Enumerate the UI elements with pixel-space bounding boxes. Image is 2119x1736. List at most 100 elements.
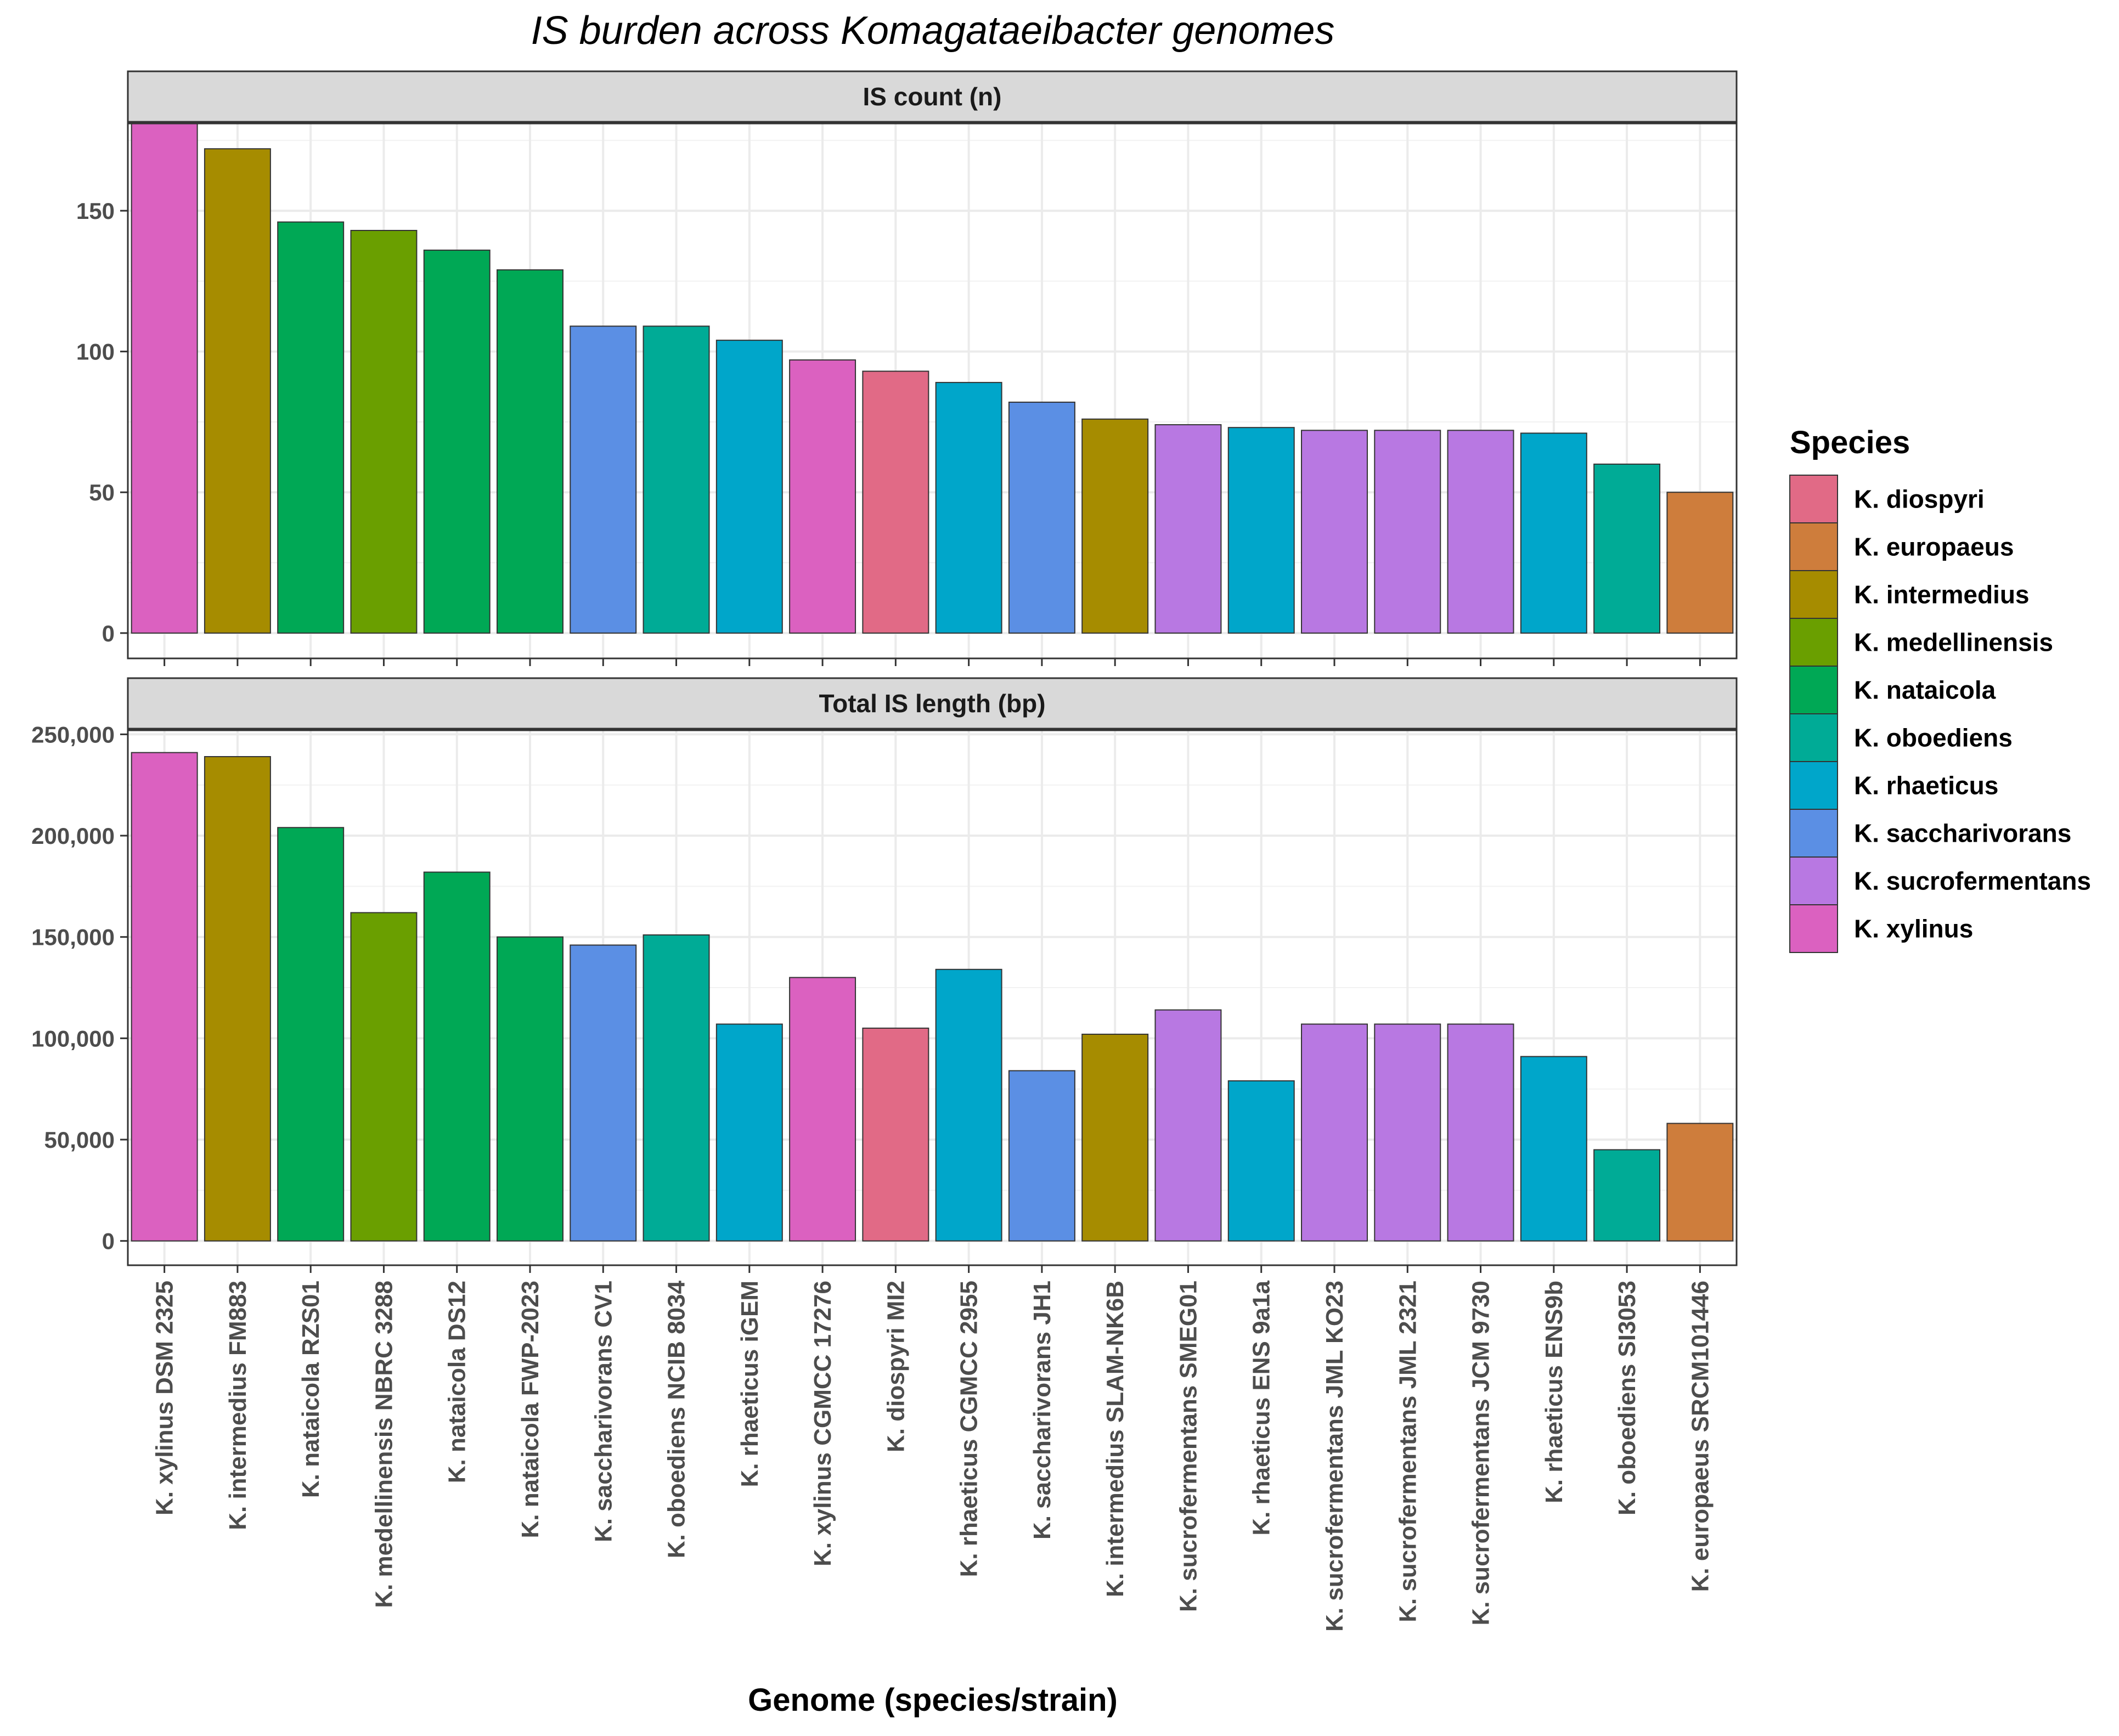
facet-strip	[127, 70, 1738, 123]
facet-strip-label: Total IS length (bp)	[819, 689, 1045, 718]
legend-label: K. intermedius	[1854, 580, 2030, 609]
bar	[423, 249, 491, 634]
legend-key	[1789, 904, 1838, 953]
x-tick-label: K. sucrofermentans JML KO23	[1321, 1281, 1348, 1632]
legend-key	[1789, 809, 1838, 858]
bar	[1447, 1023, 1514, 1242]
y-tick-label: 250,000	[31, 722, 115, 747]
bar	[131, 123, 198, 634]
bar	[1301, 1023, 1368, 1242]
bar	[1227, 427, 1295, 634]
bar	[715, 340, 783, 634]
legend-key	[1789, 713, 1838, 762]
x-tick-label: K. saccharivorans JH1	[1029, 1281, 1056, 1540]
bar	[1301, 430, 1368, 634]
bar	[1593, 463, 1661, 634]
x-tick-label: K. xylinus DSM 2325	[151, 1281, 178, 1515]
x-tick-label: K. intermedius FM883	[224, 1281, 251, 1530]
legend-label: K. rhaeticus	[1854, 771, 1998, 800]
x-axis-label: Genome (species/strain)	[748, 1682, 1118, 1718]
legend-label: K. medellinensis	[1854, 628, 2053, 657]
bar	[1081, 418, 1149, 634]
bar	[715, 1023, 783, 1242]
x-tick-label: K. oboediens NCIB 8034	[663, 1280, 690, 1558]
bar	[497, 936, 563, 1242]
legend-key	[1789, 522, 1838, 571]
bar	[1520, 1056, 1587, 1242]
bar	[643, 325, 710, 634]
bar	[789, 977, 856, 1242]
bar	[862, 1027, 929, 1242]
legend-label: K. nataicola	[1854, 676, 1996, 704]
x-tick-label: K. europaeus SRCM101446	[1687, 1281, 1714, 1592]
x-tick-label: K. saccharivorans CV1	[590, 1281, 617, 1542]
legend-label: K. sucrofermentans	[1854, 867, 2091, 895]
bar	[1008, 402, 1075, 634]
bar	[350, 912, 418, 1242]
x-tick-label: K. rhaeticus CGMCC 2955	[956, 1281, 983, 1577]
x-tick-label: K. nataicola FWP-2023	[517, 1281, 544, 1538]
facet-strip	[127, 677, 1738, 730]
x-tick-label: K. sucrofermentans JML 2321	[1394, 1281, 1421, 1622]
facet-panel: Total IS length (bp) 0 50,000 100,000 150,00…	[31, 677, 1738, 1273]
x-axis-tick-labels: K. xylinus DSM 2325 K. intermedius FM883 K…	[151, 1280, 1714, 1631]
legend-label: K. oboediens	[1854, 724, 2013, 752]
legend-key	[1789, 856, 1838, 905]
x-tick-label: K. sucrofermentans SMEG01	[1175, 1281, 1202, 1612]
y-tick-label: 100,000	[31, 1025, 115, 1051]
bar	[862, 370, 929, 634]
bar	[1374, 430, 1441, 634]
bar	[204, 148, 271, 634]
bar	[570, 944, 637, 1242]
bar	[789, 359, 856, 634]
x-tick-label: K. oboediens SI3053	[1614, 1281, 1641, 1515]
legend-label: K. xylinus	[1854, 915, 1973, 943]
legend-label: K. diospyri	[1854, 485, 1985, 514]
legend-entries: K. diospyri K. europaeus K. intermedius K. …	[1789, 475, 2091, 953]
y-tick-label: 50,000	[44, 1127, 115, 1153]
bar	[1154, 1009, 1222, 1242]
legend-title: Species	[1790, 425, 1910, 460]
legend-key	[1789, 475, 1838, 523]
chart-title: IS burden across Komagataeibacter genome…	[531, 9, 1335, 53]
y-tick-label: 0	[102, 1228, 115, 1254]
y-tick-label: 150	[76, 198, 115, 224]
y-tick-label: 150,000	[31, 925, 115, 950]
x-tick-label: K. nataicola RZS01	[297, 1281, 324, 1498]
x-tick-label: K. intermedius SLAM-NK6B	[1102, 1281, 1129, 1597]
bar	[1666, 1123, 1734, 1242]
y-tick-label: 50	[89, 480, 115, 505]
bar	[131, 752, 198, 1242]
facet-strip-label: IS count (n)	[863, 82, 1002, 111]
y-tick-label: 0	[102, 621, 115, 646]
y-tick-label: 100	[76, 339, 115, 365]
facet-panels: IS count (n) 0 50 100 150 Total IS length (bp…	[31, 70, 1738, 1273]
legend-key	[1789, 570, 1838, 619]
legend-key	[1789, 618, 1838, 667]
x-tick-label: K. rhaeticus iGEM	[736, 1281, 763, 1487]
legend: Species K. diospyri K. europaeus K. interm…	[1789, 425, 2091, 953]
bar	[350, 230, 418, 634]
bar	[1374, 1023, 1441, 1242]
bar	[1081, 1033, 1149, 1242]
bar	[497, 269, 563, 634]
legend-label: K. europaeus	[1854, 533, 2014, 561]
bar	[935, 968, 1002, 1242]
x-tick-label: K. rhaeticus ENS9b	[1541, 1281, 1568, 1503]
bar	[1154, 424, 1222, 634]
facet-panel: IS count (n) 0 50 100 150	[76, 70, 1738, 666]
bar	[643, 934, 710, 1242]
x-tick-label: K. nataicola DS12	[444, 1281, 471, 1483]
x-tick-label: K. medellinensis NBRC 3288	[370, 1281, 397, 1608]
bar	[277, 221, 345, 634]
bar	[1520, 432, 1587, 634]
bar	[1447, 430, 1514, 634]
legend-label: K. saccharivorans	[1854, 819, 2071, 848]
x-tick-label: K. diospyri MI2	[882, 1281, 909, 1452]
x-tick-label: K. rhaeticus ENS 9a1a	[1248, 1280, 1275, 1535]
bar	[204, 756, 271, 1242]
bar	[570, 325, 637, 634]
legend-key	[1789, 666, 1838, 714]
x-tick-label: K. xylinus CGMCC 17276	[809, 1281, 836, 1566]
bar	[1227, 1080, 1295, 1242]
